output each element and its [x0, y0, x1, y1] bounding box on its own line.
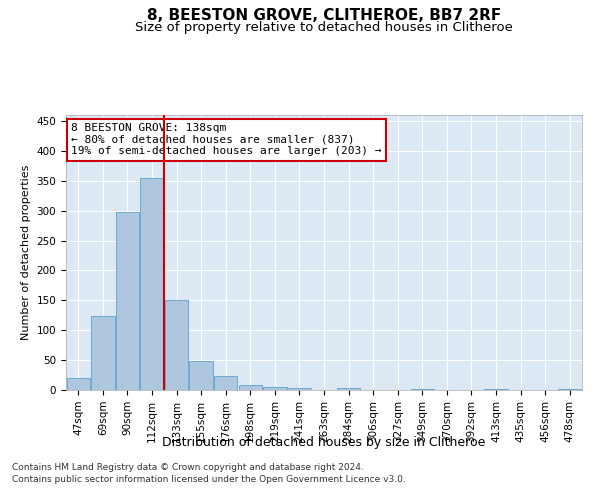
Bar: [288, 388, 311, 390]
Bar: [91, 316, 115, 390]
Text: Contains public sector information licensed under the Open Government Licence v3: Contains public sector information licen…: [12, 475, 406, 484]
Bar: [410, 389, 434, 390]
Text: 8 BEESTON GROVE: 138sqm
← 80% of detached houses are smaller (837)
19% of semi-d: 8 BEESTON GROVE: 138sqm ← 80% of detache…: [71, 123, 382, 156]
Bar: [140, 178, 164, 390]
Bar: [165, 300, 188, 390]
Bar: [337, 388, 360, 390]
Text: Contains HM Land Registry data © Crown copyright and database right 2024.: Contains HM Land Registry data © Crown c…: [12, 464, 364, 472]
Bar: [263, 387, 287, 390]
Bar: [67, 378, 90, 390]
Y-axis label: Number of detached properties: Number of detached properties: [21, 165, 31, 340]
Bar: [190, 362, 213, 390]
Bar: [214, 376, 238, 390]
Text: 8, BEESTON GROVE, CLITHEROE, BB7 2RF: 8, BEESTON GROVE, CLITHEROE, BB7 2RF: [147, 8, 501, 22]
Bar: [239, 385, 262, 390]
Bar: [116, 212, 139, 390]
Text: Distribution of detached houses by size in Clitheroe: Distribution of detached houses by size …: [163, 436, 485, 449]
Text: Size of property relative to detached houses in Clitheroe: Size of property relative to detached ho…: [135, 21, 513, 34]
